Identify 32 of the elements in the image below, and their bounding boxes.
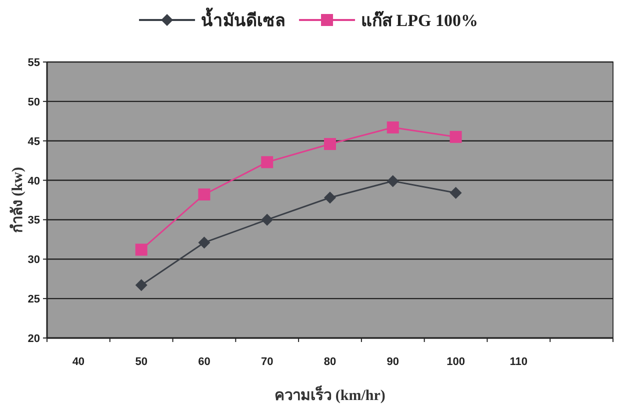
x-tick-label: 40 <box>72 356 85 368</box>
y-tick-label: 30 <box>28 254 40 266</box>
x-tick-label: 50 <box>135 356 148 368</box>
point <box>135 279 148 292</box>
y-tick-label: 25 <box>28 294 40 306</box>
point <box>324 138 336 150</box>
x-tick-label: 100 <box>446 356 465 368</box>
point <box>198 188 210 200</box>
y-axis-title: กำลัง (kw) <box>9 167 26 233</box>
y-tick-label: 55 <box>28 57 40 69</box>
x-tick-label: 110 <box>510 356 528 368</box>
legend-label: น้ำมันดีเซล <box>201 7 286 30</box>
y-tick-label: 45 <box>28 136 40 148</box>
x-axis-title: ความเร็ว (km/hr) <box>274 385 386 404</box>
legend-label: แก๊ส LPG 100% <box>361 11 478 30</box>
y-tick-label: 50 <box>28 96 40 108</box>
point <box>450 130 462 143</box>
x-tick-label: 70 <box>260 356 274 368</box>
point <box>386 175 399 188</box>
x-tick-label: 80 <box>324 356 336 368</box>
point <box>198 236 210 249</box>
y-tick-label: 35 <box>28 214 40 227</box>
point <box>386 121 399 134</box>
y-tick-label: 40 <box>28 175 40 188</box>
point <box>324 192 336 204</box>
x-tick-label: 60 <box>198 356 210 368</box>
x-tick-label: 90 <box>386 356 400 368</box>
point <box>261 214 274 226</box>
point <box>135 244 148 256</box>
y-tick-label: 20 <box>28 333 40 345</box>
point <box>450 186 462 199</box>
point <box>261 156 274 168</box>
